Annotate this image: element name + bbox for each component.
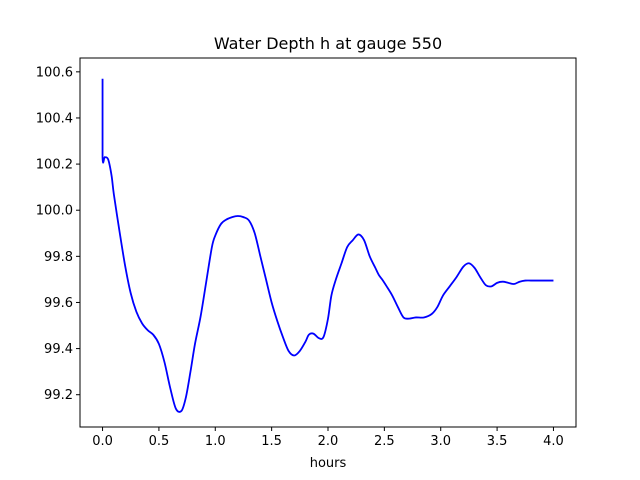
x-tick-label: 0.5 [149,434,170,449]
y-tick-label: 100.4 [36,111,73,126]
x-tick-label: 3.0 [430,434,451,449]
plot-background [80,58,576,427]
plot-frame [79,57,577,428]
y-tick-label: 100.0 [36,204,73,219]
x-tick-label: 3.5 [487,434,508,449]
x-tick-label: 4.0 [543,434,564,449]
y-tick-label: 99.6 [44,296,73,311]
y-tick-label: 100.2 [36,158,73,173]
series-line [101,78,554,413]
y-tick-label: 100.6 [36,65,73,80]
series-layer [101,78,554,413]
ticks-layer: 0.0 0.5 1.0 1.5 2.0 2.5 3.0 3.5 4.0 99.2 99.4 99.6 9… [36,65,564,449]
x-tick-label: 2.0 [318,434,339,449]
chart-title: Water Depth h at gauge 550 [214,34,442,53]
y-tick-label: 99.2 [44,388,73,403]
y-tick-label: 99.4 [44,342,73,357]
x-tick-label: 0.0 [92,434,113,449]
y-tick-label: 99.8 [44,250,73,265]
x-tick-label: 1.0 [205,434,226,449]
x-axis-label: hours [310,456,347,471]
x-tick-label: 2.5 [374,434,395,449]
x-tick-label: 1.5 [261,434,282,449]
